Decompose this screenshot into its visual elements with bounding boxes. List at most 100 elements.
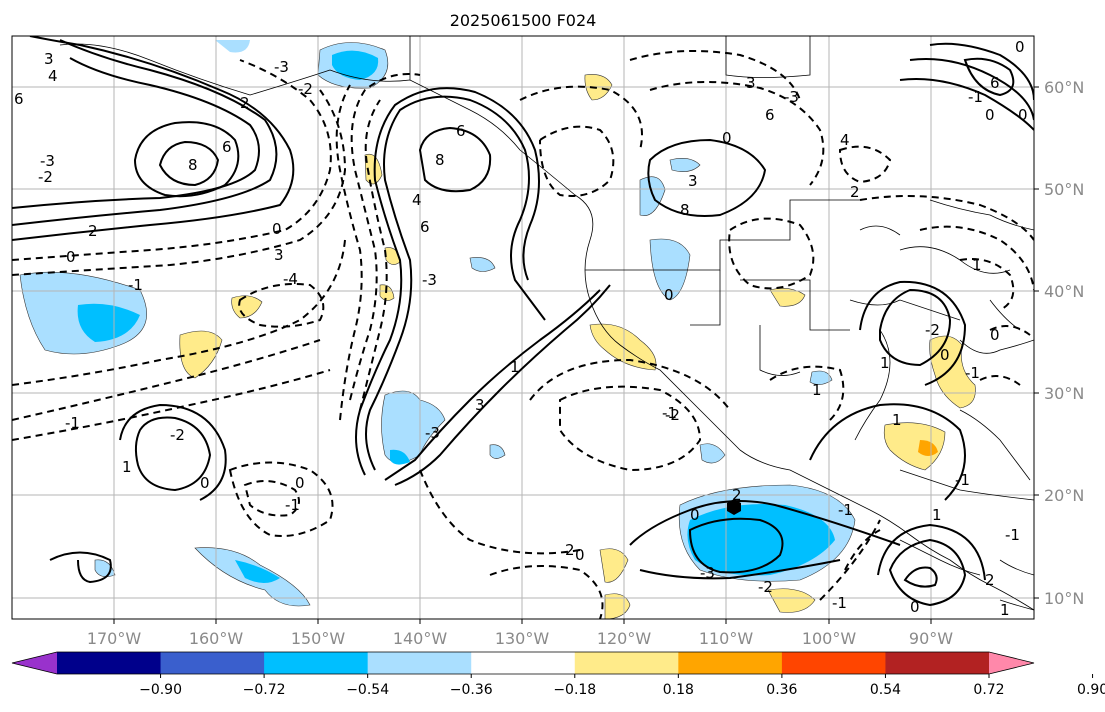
colorbar-segment [471,652,576,674]
contour-label: 4 [48,67,58,85]
lon-label: 110°W [699,629,754,648]
contour-label: -2 [170,426,185,444]
contour-label: 1 [812,381,822,399]
contour-label: 3 [688,172,698,190]
colorbar-tick-label: 0.36 [766,682,797,698]
coastlines [59,36,1034,611]
colorbar-segment [885,652,990,674]
contour-label: 8 [188,156,198,174]
contour-label: 0 [272,220,282,238]
contour-label: 0 [1015,38,1025,56]
contour-label: 3 [44,50,54,68]
contour-label: 0 [910,598,920,616]
tick-marks [113,86,1039,624]
contour-label: 0 [990,326,1000,344]
contour-label: 1 [1000,601,1010,619]
lat-label: 10°N [1044,589,1084,608]
colorbar-tick-label: 0.18 [663,682,694,698]
contour-label: -2 [925,321,940,339]
colorbar-tick-label: 0.54 [870,682,901,698]
contour-label: 0 [664,286,674,304]
contour-label: -2 [665,406,680,424]
storm-center-marker [727,499,741,515]
lon-label: 90°W [909,629,953,648]
contour-label: 1 [122,458,132,476]
contour-label: 6 [765,106,775,124]
map-title: 2025061500 F024 [450,11,597,30]
contour-label: 3 [274,246,284,264]
contour-label: 6 [222,138,232,156]
contour-label: 2 [240,94,250,112]
colorbar-segment [160,652,265,674]
contour-label: 1 [892,411,902,429]
lon-label: 150°W [291,629,346,648]
colorbar-outline [11,651,1035,675]
colorbar-tick-label: 0.72 [973,682,1004,698]
contour-label: 0 [940,346,950,364]
colorbar-segment [367,652,472,674]
contour-label: -1 [968,88,983,106]
shaded-anomaly-fills [19,40,976,619]
contour-label: 1 [972,256,982,274]
colorbar-segment [574,652,679,674]
contour-label: -3 [422,271,437,289]
contour-label: 0 [66,248,76,266]
lat-label: 30°N [1044,384,1084,403]
colorbar-tick-label: −0.90 [139,682,182,698]
lon-label: 170°W [87,629,142,648]
contour-label: 3 [475,396,485,414]
map-frame [11,35,1035,620]
lon-label: 140°W [393,629,448,648]
contour-label: -1 [285,496,300,514]
contour-label: -1 [1005,526,1020,544]
contour-label: 2 [88,222,98,240]
contour-label: 2 [985,571,995,589]
colorbar [11,651,1035,675]
colorbar-tick-label: −0.54 [346,682,389,698]
lon-label: 120°W [597,629,652,648]
colorbar-segment [781,652,886,674]
contour-label: 1 [510,358,520,376]
contour-label: -4 [283,270,298,288]
lat-label: 50°N [1044,180,1084,199]
contour-label: 1 [932,506,942,524]
contour-label: 2 [850,183,860,201]
contour-label: -1 [662,404,677,422]
contour-labels: 3 4 6 -3 2 -2 8 6 2 0 -1 3 -4 -3 -2 0 6 … [14,38,1028,619]
contour-label: 8 [680,201,690,219]
contour-label: 1 [880,354,890,372]
lat-label: 20°N [1044,486,1084,505]
contours-solid [12,36,1034,607]
contour-label: 0 [295,474,305,492]
contour-label: -3 [425,424,440,442]
colorbar-tick-label: −0.36 [450,682,493,698]
contour-label: 4 [412,191,422,209]
lat-label: 60°N [1044,78,1084,97]
contour-label: 0 [200,474,210,492]
contour-label: -2 [298,80,313,98]
contour-label: -1 [65,414,80,432]
lon-label: 130°W [495,629,550,648]
contour-label: 6 [990,74,1000,92]
map-area [12,36,1034,619]
lon-label: 100°W [802,629,857,648]
colorbar-ticks: −0.90 −0.72 −0.54 −0.36 −0.18 0.18 0.36 0.54 0.7… [139,674,1105,698]
contour-label: -1 [832,594,847,612]
contour-label: 4 [840,131,850,149]
contour-label: 0 [690,506,700,524]
contour-label: -2 [38,168,53,186]
latitude-labels: 60°N 50°N 40°N 30°N 20°N 10°N [1044,78,1084,608]
contour-label: 6 [456,122,466,140]
contour-label: -1 [965,364,980,382]
contour-label: 3 [746,74,756,92]
contour-label: 2 [732,486,742,504]
colorbar-segment [264,652,369,674]
contour-label: -3 [784,88,799,106]
contour-label: 2 [565,541,575,559]
colorbar-extend-min [12,652,57,674]
colorbar-extend-max [989,652,1034,674]
contour-label: -1 [128,276,143,294]
contour-label: -3 [274,58,289,76]
contour-label: -3 [700,564,715,582]
colorbar-tick-label: 0.90 [1077,682,1105,698]
